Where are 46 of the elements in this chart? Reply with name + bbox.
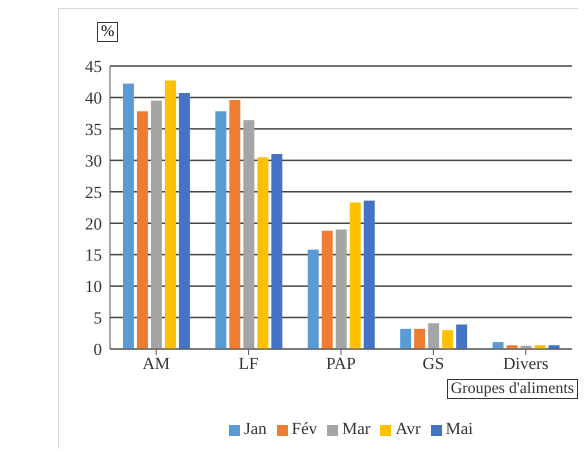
y-tick-label: 30 <box>85 151 102 170</box>
bar <box>350 202 361 349</box>
y-tick-label: 25 <box>85 182 102 202</box>
bar <box>136 111 148 349</box>
bar <box>428 323 440 349</box>
bar <box>150 100 162 349</box>
bar <box>122 84 134 349</box>
y-tick-label: 15 <box>85 246 102 265</box>
y-tick-label: 5 <box>94 308 102 328</box>
legend-label: Mar <box>342 419 370 438</box>
bar <box>506 345 518 349</box>
bar <box>308 250 319 349</box>
bar <box>257 157 268 349</box>
bar <box>492 342 504 349</box>
bar <box>215 111 226 349</box>
bar <box>442 330 454 349</box>
bar <box>164 80 176 349</box>
bar <box>322 230 333 349</box>
y-tick-label: 45 <box>85 57 102 76</box>
bar <box>364 200 375 349</box>
bar <box>271 154 282 349</box>
bar <box>534 345 546 349</box>
legend-label: Mai <box>446 419 474 438</box>
y-tick-label: 20 <box>85 214 102 234</box>
legend-label: Avr <box>395 419 421 438</box>
bar <box>456 324 468 349</box>
bar <box>178 93 190 349</box>
x-tick-label: AM <box>142 354 170 374</box>
bar <box>243 120 254 349</box>
bar <box>336 230 347 349</box>
y-tick-label: 35 <box>85 120 102 139</box>
bar <box>229 100 240 349</box>
y-axis-title: % <box>97 22 118 42</box>
x-tick-label: PAP <box>326 354 356 374</box>
y-tick-label: 40 <box>85 88 102 108</box>
x-tick-label: LF <box>238 354 259 374</box>
x-tick-label: GS <box>422 354 444 374</box>
x-tick-label: Divers <box>503 354 548 374</box>
legend-label: Fév <box>292 419 318 438</box>
bar <box>548 345 560 349</box>
y-tick-label: 0 <box>94 340 102 360</box>
y-tick-label: 10 <box>85 277 102 296</box>
x-axis-title: Groupes d'aliments <box>446 379 578 399</box>
legend-label: Jan <box>244 419 267 438</box>
bar <box>414 328 426 349</box>
bar <box>400 328 412 349</box>
